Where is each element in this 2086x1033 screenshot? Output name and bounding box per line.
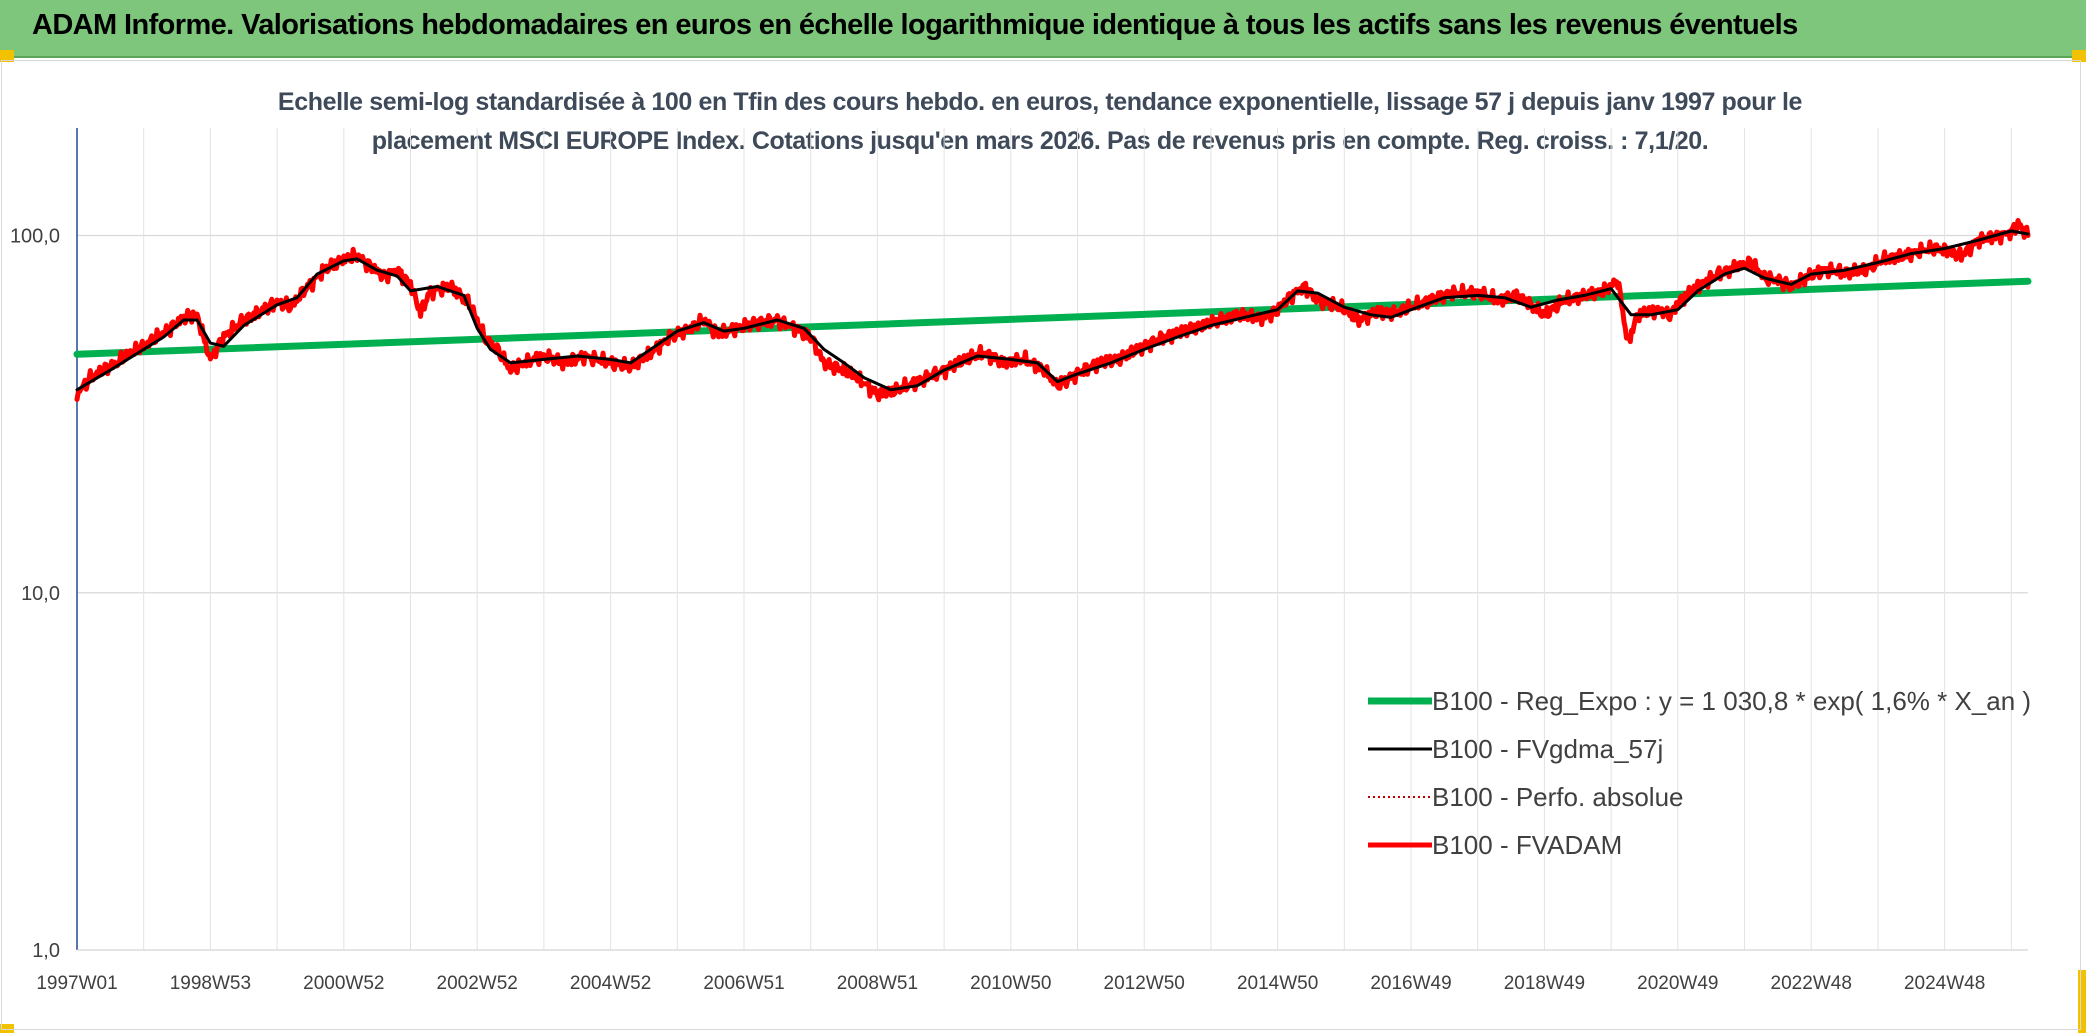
report-title: ADAM Informe. Valorisations hebdomadaire…: [32, 9, 1798, 41]
x-tick-label: 2006W51: [703, 973, 784, 994]
series-line-fvgdma: [75, 229, 2030, 392]
x-tick-label: 1998W53: [170, 973, 251, 994]
x-ticks: 1997W01 1998W53 2000W52 2002W52 2004W52 2006W…: [36, 973, 1985, 994]
chart-subtitle-line1: Echelle semi-log standardisée à 100 en T…: [277, 88, 1803, 116]
series-line-fvadam: [74, 218, 2031, 403]
legend-label-perfo: B100 - Perfo. absolue: [1432, 782, 1684, 812]
corner-accent-bottom-left: [0, 1024, 14, 1033]
x-tick-label: 2014W50: [1237, 973, 1318, 994]
corner-accent-top-right: [2072, 50, 2086, 62]
chart-legend: B100 - Reg_Expo : y = 1 030,8 * exp( 1,6…: [1368, 686, 2031, 860]
corner-accent-bottom-right: [2078, 970, 2086, 1033]
chart-subtitle-line2: placement MSCI EUROPE Index. Cotations j…: [371, 127, 1709, 155]
x-tick-label: 2010W50: [970, 973, 1051, 994]
y-tick-label: 10,0: [21, 583, 60, 605]
x-tick-label: 2020W49: [1637, 973, 1718, 994]
x-tick-label: 2016W49: [1370, 973, 1451, 994]
x-tick-label: 2008W51: [837, 973, 918, 994]
axes: [76, 128, 2028, 951]
y-ticks: 1,0 10,0 100,0: [10, 226, 60, 962]
series: [73, 218, 2032, 403]
y-tick-label: 100,0: [10, 226, 60, 248]
x-tick-label: 1997W01: [36, 973, 117, 994]
x-tick-label: 2002W52: [437, 973, 518, 994]
x-tick-label: 2000W52: [303, 973, 384, 994]
series-line-trend: [73, 277, 2032, 358]
legend-label-fvadam: B100 - FVADAM: [1432, 830, 1622, 860]
y-tick-label: 1,0: [32, 940, 60, 962]
legend-label-fvgdma: B100 - FVgdma_57j: [1432, 734, 1663, 764]
legend-label-trend: B100 - Reg_Expo : y = 1 030,8 * exp( 1,6…: [1432, 686, 2031, 716]
x-tick-label: 2018W49: [1504, 973, 1585, 994]
x-tick-label: 2024W48: [1904, 973, 1985, 994]
x-tick-label: 2022W48: [1771, 973, 1852, 994]
corner-accent-top-left: [0, 50, 14, 62]
x-tick-label: 2004W52: [570, 973, 651, 994]
grid: [77, 128, 2028, 951]
report-header: ADAM Informe. Valorisations hebdomadaire…: [0, 0, 2086, 58]
x-tick-label: 2012W50: [1104, 973, 1185, 994]
chart-area: [1, 60, 2081, 1030]
